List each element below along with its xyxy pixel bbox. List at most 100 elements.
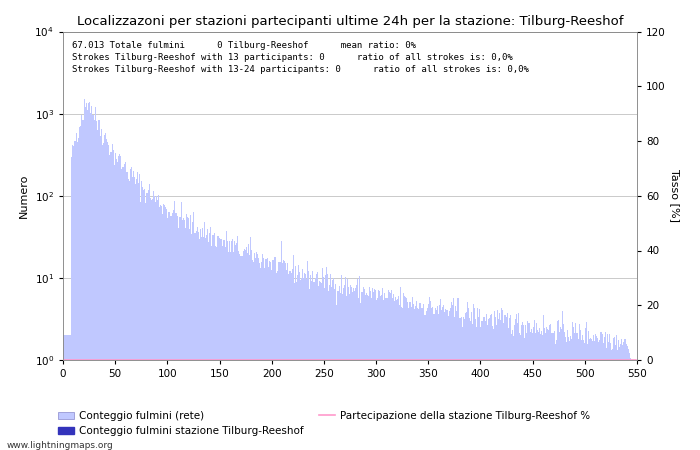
Bar [589, 339, 590, 450]
Bar [91, 106, 92, 450]
Bar [403, 293, 405, 450]
Bar [482, 317, 484, 450]
Bar [105, 133, 106, 450]
Bar [452, 305, 454, 450]
Bar [88, 103, 89, 450]
Bar [475, 319, 476, 450]
Bar [465, 313, 466, 450]
Bar [526, 333, 527, 450]
Bar [201, 237, 202, 450]
Bar [72, 145, 74, 450]
Bar [356, 285, 357, 450]
Bar [329, 285, 330, 450]
Bar [320, 282, 321, 450]
Bar [83, 120, 84, 450]
Bar [634, 360, 635, 450]
Bar [608, 342, 609, 450]
Bar [401, 307, 402, 450]
Bar [559, 332, 560, 450]
Bar [241, 256, 242, 450]
Bar [206, 235, 207, 450]
Bar [207, 229, 208, 450]
Bar [563, 324, 564, 450]
Bar [306, 279, 307, 450]
Bar [322, 268, 323, 450]
Bar [393, 294, 394, 450]
Bar [398, 296, 399, 450]
Bar [118, 156, 120, 450]
Bar [246, 252, 248, 450]
Bar [89, 102, 90, 450]
Bar [611, 350, 612, 450]
Bar [405, 297, 407, 450]
Bar [410, 307, 412, 450]
Bar [141, 181, 142, 450]
Bar [458, 318, 460, 450]
Bar [178, 217, 180, 450]
Bar [480, 327, 482, 450]
Bar [444, 312, 445, 450]
Bar [175, 213, 176, 450]
Bar [169, 212, 171, 450]
Bar [304, 273, 305, 450]
Bar [256, 252, 257, 450]
Y-axis label: Tasso [%]: Tasso [%] [670, 169, 680, 222]
Bar [580, 340, 582, 450]
Bar [90, 112, 91, 450]
Bar [535, 333, 536, 450]
Bar [250, 237, 251, 450]
Bar [394, 301, 395, 450]
Bar [463, 317, 464, 450]
Bar [369, 287, 370, 450]
Bar [93, 115, 95, 450]
Bar [633, 360, 634, 450]
Bar [614, 337, 615, 450]
Bar [570, 336, 571, 450]
Bar [106, 139, 107, 450]
Bar [566, 342, 567, 450]
Bar [493, 329, 494, 450]
Bar [467, 302, 468, 450]
Bar [554, 345, 556, 450]
Bar [543, 315, 544, 450]
Bar [187, 217, 188, 450]
Bar [626, 346, 628, 450]
Bar [204, 222, 205, 450]
Bar [587, 344, 588, 450]
Bar [492, 326, 493, 450]
Bar [223, 240, 224, 450]
Bar [579, 324, 580, 450]
Bar [547, 329, 548, 450]
Bar [182, 220, 183, 450]
Bar [92, 115, 93, 450]
Bar [224, 240, 225, 450]
Bar [278, 262, 279, 450]
Bar [499, 313, 500, 450]
Bar [159, 207, 160, 450]
Bar [449, 310, 450, 450]
Bar [636, 360, 637, 450]
Bar [177, 216, 178, 450]
Bar [423, 304, 424, 450]
Bar [158, 195, 159, 450]
Bar [239, 254, 240, 450]
Bar [612, 349, 613, 450]
Bar [193, 212, 195, 450]
Bar [419, 303, 420, 450]
Bar [337, 291, 339, 450]
Bar [519, 333, 520, 450]
Y-axis label: Numero: Numero [19, 174, 29, 218]
Bar [267, 267, 269, 450]
Bar [346, 296, 347, 450]
Bar [428, 305, 429, 450]
Bar [99, 135, 101, 450]
Bar [138, 184, 139, 450]
Bar [326, 267, 327, 450]
Bar [176, 213, 177, 450]
Bar [235, 245, 236, 450]
Bar [82, 120, 83, 450]
Bar [295, 282, 297, 450]
Bar [185, 229, 186, 450]
Bar [609, 334, 610, 450]
Bar [582, 340, 584, 450]
